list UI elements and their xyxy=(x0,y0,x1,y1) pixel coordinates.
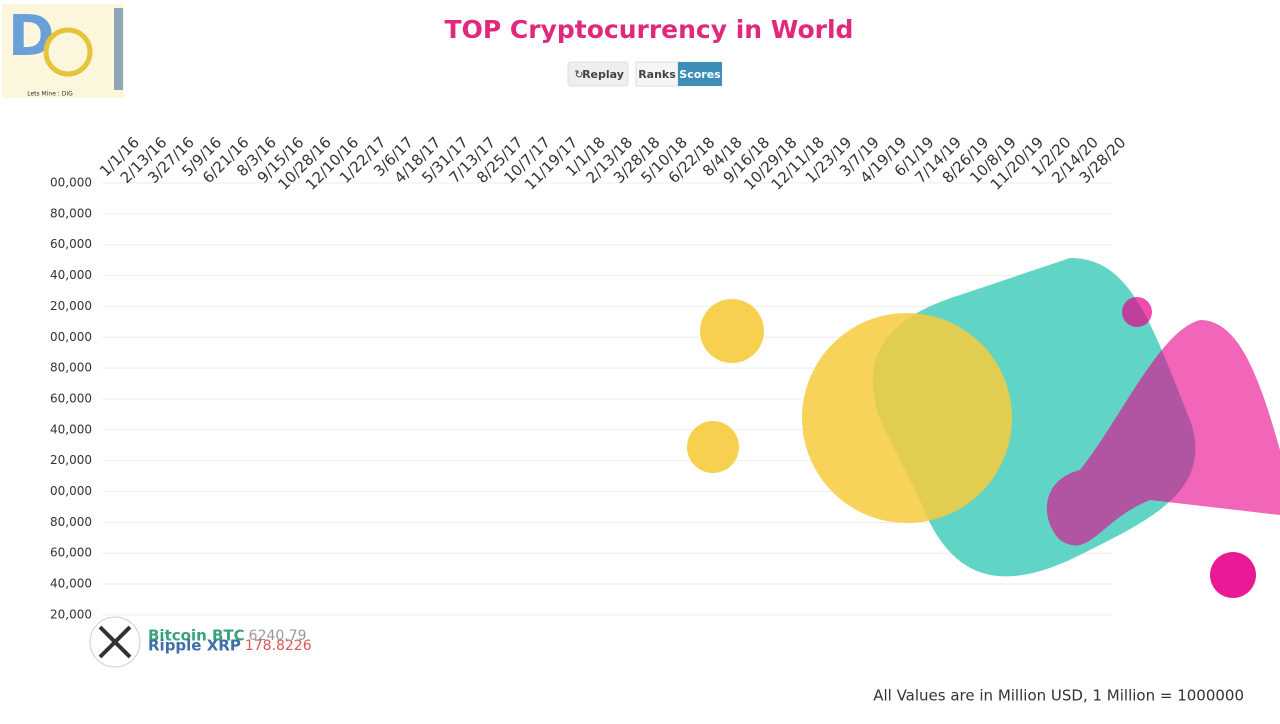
y-tick-label: 20,000 xyxy=(50,299,92,313)
logo-tagline: Lets Mine : DIG xyxy=(27,91,73,98)
y-tick-label: 40,000 xyxy=(50,422,92,436)
replay-icon: ↻ xyxy=(574,68,583,81)
y-tick-label: 00,000 xyxy=(50,484,92,498)
y-tick-label: 80,000 xyxy=(50,206,92,220)
xrp-mark xyxy=(98,625,132,659)
y-tick-label: 40,000 xyxy=(50,268,92,282)
replay-button[interactable] xyxy=(567,61,629,87)
scores-button[interactable] xyxy=(678,62,722,86)
y-tick-label: 40,000 xyxy=(50,577,92,591)
decor-circle xyxy=(1122,297,1152,327)
entry-name: Bitcoin BTC xyxy=(148,627,245,645)
y-tick-label: 80,000 xyxy=(50,361,92,375)
entry-value: 178.8226 xyxy=(245,638,312,654)
entry-name: Ripple XRP xyxy=(148,637,241,655)
decor-circle xyxy=(687,421,739,473)
y-tick-label: 80,000 xyxy=(50,515,92,529)
logo xyxy=(2,4,124,98)
footer-note: All Values are in Million USD, 1 Million… xyxy=(873,687,1244,705)
y-tick-label: 60,000 xyxy=(50,237,92,251)
decor-circle xyxy=(802,313,1012,523)
entry-value: 6240.79 xyxy=(249,628,307,644)
decor-circle xyxy=(1210,552,1256,598)
replay-label[interactable]: Replay xyxy=(582,68,624,81)
y-tick-label: 20,000 xyxy=(50,607,92,621)
decor-circle xyxy=(700,299,764,363)
logo-mark xyxy=(43,27,93,77)
y-tick-label: 20,000 xyxy=(50,453,92,467)
scores-label[interactable]: Scores xyxy=(679,68,721,81)
chart-title: TOP Cryptocurrency in World xyxy=(445,15,854,44)
logo-band xyxy=(114,8,123,90)
ranks-label[interactable]: Ranks xyxy=(638,68,676,81)
y-tick-label: 00,000 xyxy=(50,330,92,344)
y-tick-label: 60,000 xyxy=(50,391,92,405)
decor-blob xyxy=(1046,320,1280,546)
y-tick-label: 60,000 xyxy=(50,546,92,560)
y-tick-label: 00,000 xyxy=(50,176,92,190)
